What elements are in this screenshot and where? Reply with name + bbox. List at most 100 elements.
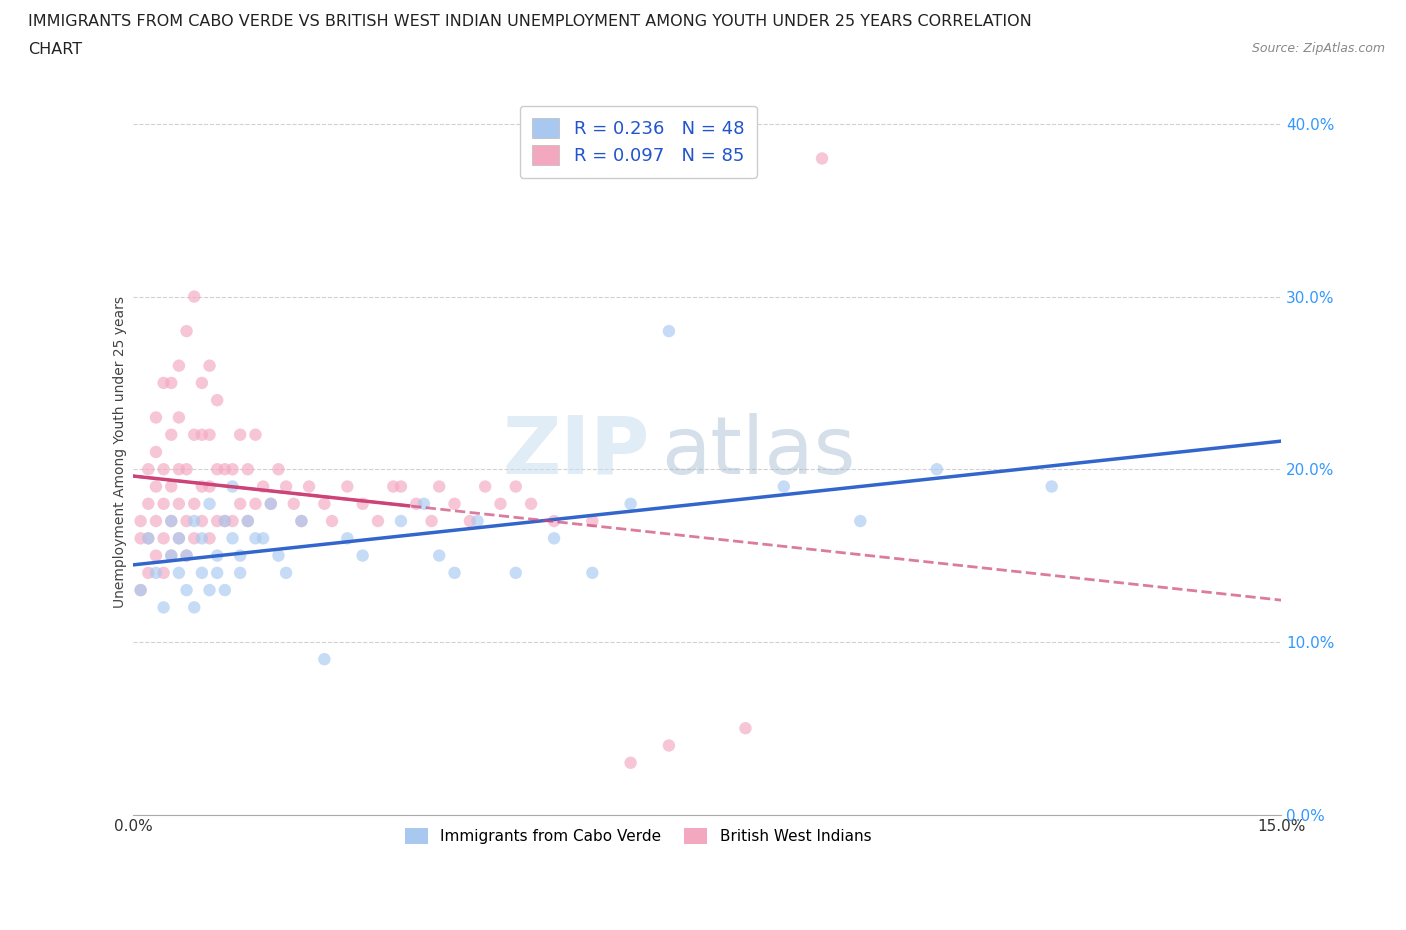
Point — [620, 497, 643, 512]
Point — [245, 427, 267, 442]
Point — [198, 531, 221, 546]
Point — [136, 497, 159, 512]
Point — [191, 479, 214, 494]
Point — [443, 565, 465, 580]
Point — [176, 324, 198, 339]
Point — [191, 531, 214, 546]
Point — [176, 583, 198, 598]
Point — [413, 497, 436, 512]
Point — [129, 583, 152, 598]
Point — [267, 462, 290, 477]
Point — [198, 583, 221, 598]
Point — [221, 531, 243, 546]
Point — [245, 497, 267, 512]
Point — [136, 531, 159, 546]
Point — [160, 548, 183, 563]
Point — [581, 513, 603, 528]
Point — [152, 531, 174, 546]
Point — [260, 497, 283, 512]
Text: atlas: atlas — [661, 413, 856, 491]
Point — [167, 410, 190, 425]
Point — [176, 548, 198, 563]
Point — [205, 565, 228, 580]
Point — [145, 565, 167, 580]
Point — [427, 479, 450, 494]
Point — [236, 513, 259, 528]
Point — [183, 497, 205, 512]
Point — [183, 600, 205, 615]
Point — [160, 513, 183, 528]
Point — [382, 479, 405, 494]
Point — [925, 462, 948, 477]
Point — [505, 479, 527, 494]
Point — [152, 565, 174, 580]
Point — [467, 513, 489, 528]
Point — [183, 289, 205, 304]
Point — [176, 513, 198, 528]
Point — [283, 497, 305, 512]
Point — [427, 548, 450, 563]
Point — [734, 721, 756, 736]
Point — [274, 565, 297, 580]
Point — [167, 497, 190, 512]
Point — [543, 531, 565, 546]
Point — [229, 497, 252, 512]
Point — [474, 479, 496, 494]
Point — [245, 531, 267, 546]
Point — [136, 462, 159, 477]
Point — [205, 392, 228, 407]
Point — [205, 513, 228, 528]
Point — [314, 497, 336, 512]
Point — [252, 531, 274, 546]
Point — [145, 513, 167, 528]
Point — [198, 479, 221, 494]
Point — [176, 548, 198, 563]
Point — [620, 755, 643, 770]
Point — [214, 583, 236, 598]
Point — [352, 548, 374, 563]
Point — [314, 652, 336, 667]
Point — [167, 358, 190, 373]
Point — [420, 513, 443, 528]
Point — [581, 565, 603, 580]
Point — [405, 497, 427, 512]
Point — [183, 513, 205, 528]
Point — [267, 548, 290, 563]
Point — [129, 531, 152, 546]
Point — [167, 531, 190, 546]
Point — [136, 531, 159, 546]
Point — [183, 427, 205, 442]
Point — [811, 151, 834, 166]
Point — [1040, 479, 1063, 494]
Point — [160, 376, 183, 391]
Point — [252, 479, 274, 494]
Point — [129, 513, 152, 528]
Point — [321, 513, 343, 528]
Point — [191, 565, 214, 580]
Point — [145, 410, 167, 425]
Point — [298, 479, 321, 494]
Point — [205, 548, 228, 563]
Point — [160, 479, 183, 494]
Point — [152, 497, 174, 512]
Point — [489, 497, 512, 512]
Point — [236, 513, 259, 528]
Point — [183, 531, 205, 546]
Point — [849, 513, 872, 528]
Point — [336, 531, 359, 546]
Point — [152, 462, 174, 477]
Point — [443, 497, 465, 512]
Point — [214, 513, 236, 528]
Point — [290, 513, 312, 528]
Point — [176, 462, 198, 477]
Text: CHART: CHART — [28, 42, 82, 57]
Point — [236, 462, 259, 477]
Point — [167, 531, 190, 546]
Text: IMMIGRANTS FROM CABO VERDE VS BRITISH WEST INDIAN UNEMPLOYMENT AMONG YOUTH UNDER: IMMIGRANTS FROM CABO VERDE VS BRITISH WE… — [28, 14, 1032, 29]
Point — [389, 479, 412, 494]
Point — [274, 479, 297, 494]
Point — [145, 479, 167, 494]
Text: ZIP: ZIP — [502, 413, 650, 491]
Point — [389, 513, 412, 528]
Point — [352, 497, 374, 512]
